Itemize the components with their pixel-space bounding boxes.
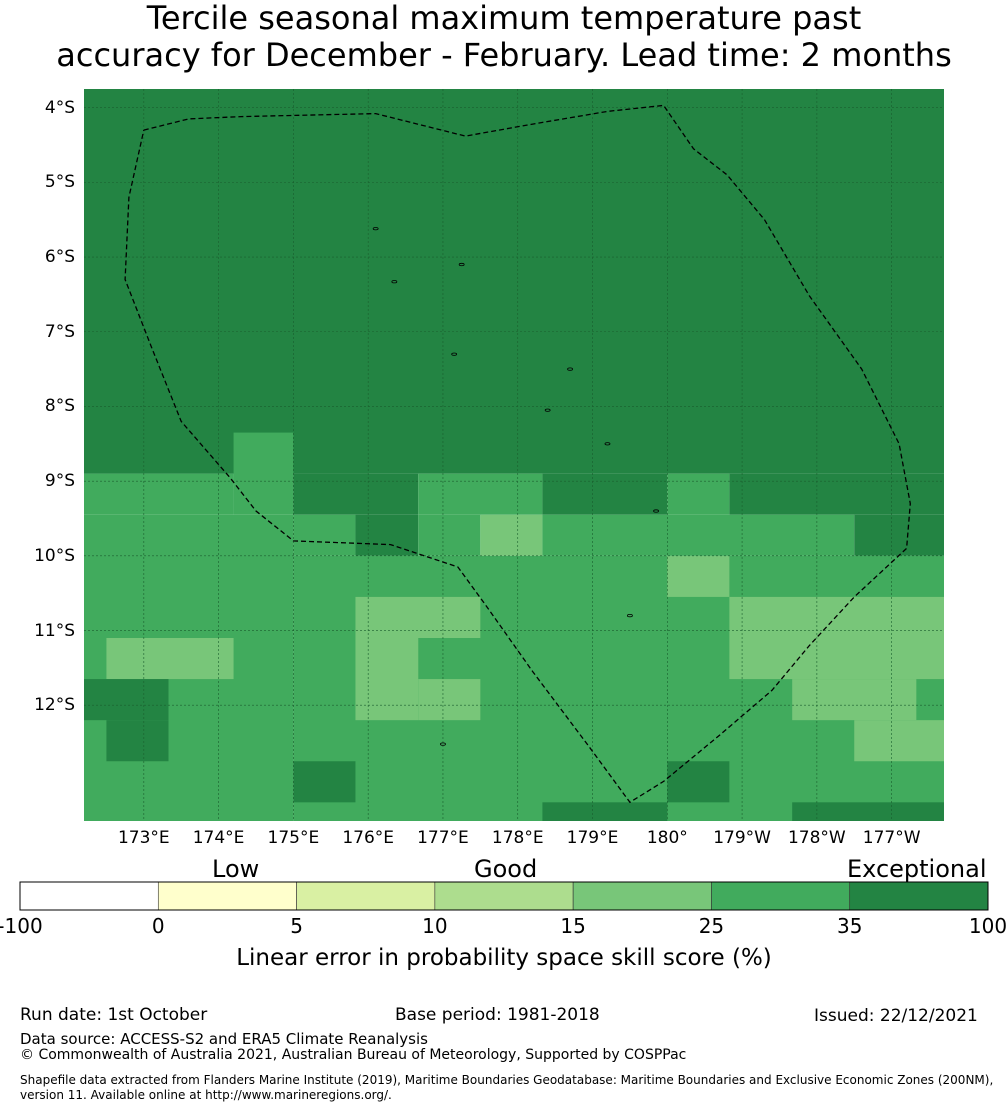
copyright: © Commonwealth of Australia 2021, Austra… <box>20 1047 687 1063</box>
skill-cell <box>792 802 944 821</box>
island-outline <box>567 367 573 371</box>
colorbar-swatch <box>572 881 712 911</box>
colorbar-tick: 10 <box>422 914 448 938</box>
skill-cell <box>106 720 169 762</box>
colorbar-tick: 100 <box>968 914 1008 938</box>
skill-cell <box>542 514 855 556</box>
colorbar-frame <box>19 881 989 911</box>
run-date: Run date: 1st October <box>20 1005 208 1025</box>
skill-cell <box>542 473 668 515</box>
lon-label: 178°W <box>787 828 846 848</box>
lon-label: 174°E <box>192 828 245 848</box>
skill-cell <box>293 514 356 556</box>
eez-boundary <box>124 104 911 804</box>
skill-cells <box>84 89 944 821</box>
skill-cell <box>355 596 481 638</box>
skill-cell <box>355 514 419 556</box>
skill-cell <box>667 761 730 803</box>
lon-label: 178°E <box>491 828 544 848</box>
colorbar-tick: 0 <box>151 914 165 938</box>
skill-cell <box>480 514 543 556</box>
island-outline <box>653 509 659 513</box>
colorbar <box>19 881 989 911</box>
data-source: Data source: ACCESS-S2 and ERA5 Climate … <box>20 1030 428 1048</box>
skill-cell <box>854 720 944 762</box>
lon-label: 179°E <box>566 828 619 848</box>
skill-cell <box>84 89 944 474</box>
islands <box>372 227 659 746</box>
legend-category-exceptional: Exceptional <box>847 855 987 883</box>
skill-cell <box>293 473 419 515</box>
colorbar-swatch <box>711 881 851 911</box>
lat-label: 7°S <box>44 321 75 342</box>
skill-cell <box>854 514 944 556</box>
legend-category-good: Good <box>474 855 538 883</box>
island-outline <box>451 352 458 356</box>
island-outline <box>604 442 611 446</box>
island-outline <box>458 262 465 267</box>
shapefile-credit-line-1: Shapefile data extracted from Flanders M… <box>20 1073 994 1087</box>
colorbar-tick: -100 <box>0 914 43 938</box>
island-outline <box>372 227 379 231</box>
colorbar-label: Linear error in probability space skill … <box>236 945 772 971</box>
eez-boundary-line <box>124 104 911 804</box>
skill-cell <box>729 473 944 515</box>
lon-label: 177°E <box>417 828 469 848</box>
lon-label: 180° <box>646 828 688 848</box>
island-outline <box>440 742 446 746</box>
skill-cell <box>729 596 944 680</box>
skill-cell <box>792 679 917 721</box>
lat-label: 11°S <box>34 620 75 641</box>
island-outline <box>627 613 633 618</box>
skill-cell <box>355 638 419 721</box>
skill-cell <box>667 555 730 597</box>
island-outline <box>391 280 398 284</box>
legend-category-low: Low <box>212 855 260 883</box>
colorbar-swatch <box>19 881 159 911</box>
lon-label: 176°E <box>342 828 395 848</box>
lon-label: 177°W <box>862 828 921 848</box>
skill-cell <box>418 679 481 721</box>
lon-label: 173°E <box>117 828 170 848</box>
skill-cell <box>293 761 356 803</box>
skill-cell <box>418 514 481 556</box>
lat-label: 4°S <box>44 97 75 118</box>
skill-cell <box>106 638 234 680</box>
skill-cell <box>84 679 169 721</box>
lon-label: 175°E <box>267 828 320 848</box>
lat-label: 8°S <box>44 396 75 417</box>
colorbar-tick: 5 <box>290 914 303 938</box>
skill-cell <box>542 802 668 821</box>
island-outline <box>544 408 551 412</box>
chart-title-line-1: Tercile seasonal maximum temperature pas… <box>146 0 862 37</box>
lat-label: 10°S <box>34 545 75 566</box>
map-gridlines <box>84 89 944 821</box>
lon-label: 179°W <box>713 828 771 848</box>
colorbar-tick: 35 <box>836 914 863 938</box>
lat-label: 5°S <box>44 172 75 193</box>
colorbar-tick: 25 <box>698 914 725 938</box>
skill-cell <box>667 473 730 515</box>
colorbar-swatch <box>296 881 436 911</box>
lat-label: 9°S <box>44 471 75 492</box>
shapefile-credit-line-2: version 11. Available online at http://w… <box>20 1088 392 1102</box>
skill-cell <box>84 473 234 515</box>
lat-label: 6°S <box>44 247 75 268</box>
skill-cell <box>233 432 294 515</box>
colorbar-tick: 15 <box>560 914 586 938</box>
base-period: Base period: 1981-2018 <box>395 1005 600 1025</box>
issued-date: Issued: 22/12/2021 <box>814 1006 978 1026</box>
colorbar-swatch <box>849 881 989 911</box>
colorbar-swatch <box>157 881 297 911</box>
chart-title-line-2: accuracy for December - February. Lead t… <box>56 36 952 74</box>
lat-label: 12°S <box>34 695 75 716</box>
colorbar-swatch <box>434 881 574 911</box>
skill-cell <box>418 473 543 515</box>
